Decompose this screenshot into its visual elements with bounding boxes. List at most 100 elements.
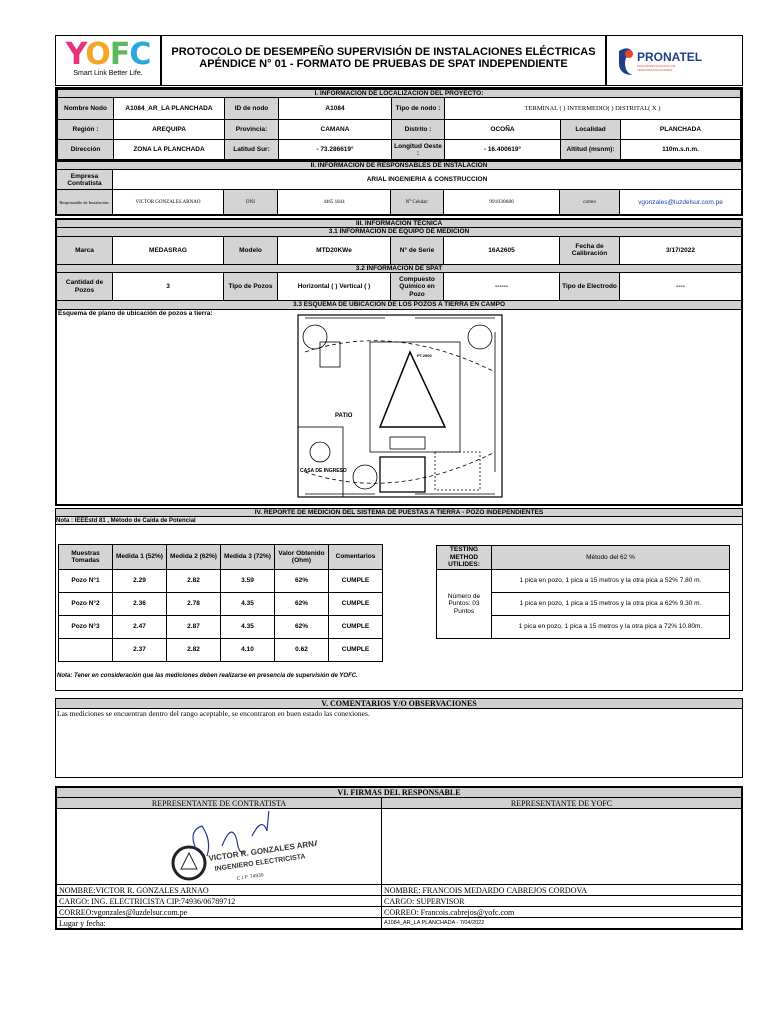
label: Marca — [56, 235, 113, 265]
pronatel-subtitle: PROGRAMA NACIONAL DE TELECOMUNICACIONES — [637, 63, 676, 72]
cell: 2.87 — [166, 615, 221, 639]
document-title: PROTOCOLO DE DESEMPEÑO SUPERVISIÓN DE IN… — [161, 35, 606, 86]
column-header: Muestras Tomadas — [58, 544, 113, 570]
measurements-table: Muestras Tomadas Medida 1 (52%) Medida 2 (… — [58, 544, 383, 662]
esquema-label: Esquema de plano de ubicación de pozos a… — [58, 309, 213, 317]
column-header: Medida 3 (72%) — [220, 544, 275, 570]
column-header: Medida 2 (62%) — [166, 544, 221, 570]
column-header: Comentarios — [328, 544, 383, 570]
label: Cantidad de Pozos — [56, 272, 113, 302]
section-firmas: VI. FIRMAS DEL RESPONSABLE REPRESENTANTE… — [55, 786, 743, 931]
section-title: II. INFORMACIÓN DE RESPONSABLES DE INSTA… — [56, 160, 742, 171]
signature-area-contratista: VICTOR R. GONZALES ARNAO INGENIERO ELECT… — [56, 808, 382, 886]
cell: 2.47 — [112, 615, 167, 639]
cell: CUMPLE — [328, 615, 383, 639]
label: Tipo de nodo : — [391, 97, 445, 121]
label: N° de Serie — [390, 235, 444, 265]
subsection-title: 3.3 ESQUEMA DE UBICACION DE LOS POZOS A … — [56, 300, 742, 310]
fecha-calibracion-value: 3/17/2022 — [619, 235, 742, 265]
celular-value: 991030686 — [443, 189, 560, 216]
yofc-header: REPRESENTANTE DE YOFC — [381, 797, 742, 810]
cell: 4.35 — [220, 615, 275, 639]
label: Región : — [57, 119, 114, 141]
method-row: 1 pica en pozo, 1 pica a 15 metros y la … — [491, 592, 730, 616]
method-row: 1 pica en pozo, 1 pica a 15 metros y la … — [491, 615, 730, 639]
table-row: Pozo N°1 2.29 2.82 3.59 62% CUMPLE — [58, 569, 383, 593]
pronatel-bird-icon — [619, 47, 633, 75]
cell: 2.82 — [166, 569, 221, 593]
nota-supervision: Nota: Tener en consideración que las med… — [57, 673, 358, 679]
table-row: Pozo N°3 2.47 2.87 4.35 62% CUMPLE — [58, 615, 383, 639]
yofc-tagline: Smart Link Better Life. — [73, 70, 143, 77]
cell: 62% — [274, 592, 329, 616]
cell: 2.29 — [112, 569, 167, 593]
label: Localidad — [560, 119, 621, 141]
cell: CUMPLE — [328, 638, 383, 662]
column-header: TESTING METHOD UTILIDES: — [436, 545, 492, 570]
section-title: III. INFORMACIÓN TÉCNICA — [56, 218, 742, 229]
label: DNI — [223, 189, 278, 216]
section-title: VI. FIRMAS DEL RESPONSABLE — [56, 786, 742, 799]
cell: 4.35 — [220, 592, 275, 616]
cell: Pozo N°2 — [58, 592, 113, 616]
title-line-2: APÉNDICE N° 01 - FORMATO DE PRUEBAS DE S… — [199, 58, 568, 70]
yofc-logo: YOFC Smart Link Better Life. — [55, 35, 161, 86]
numero-puntos: Número de Puntos: 03 Puntos — [436, 569, 492, 639]
empresa-value: ARIAL INGENIERIA & CONSTRUCCION — [112, 169, 742, 191]
nombre-nodo-value: A1084_AR_LA PLANCHADA — [113, 97, 225, 121]
serie-value: 16A2605 — [443, 235, 560, 265]
tipo-nodo-value: TERMINAL ( ) INTERMEDIO( ) DISTRITAL( X … — [444, 97, 741, 121]
label: Provincia: — [224, 119, 279, 141]
contratista-header: REPRESENTANTE DE CONTRATISTA — [56, 797, 382, 810]
contratista-correo: CORREO:vgonzales@luzdelsur.com.pe — [56, 906, 382, 919]
provincia-value: CAMANA — [278, 119, 392, 141]
contratista-cargo: CARGO: ING. ELECTRICISTA CIP:74936/06789… — [56, 895, 382, 908]
method-row: 1 pica en pozo, 1 pica a 15 metros y la … — [491, 569, 730, 593]
section-tecnica: III. INFORMACIÓN TÉCNICA 3.1 INFORMACIÓN… — [55, 218, 743, 506]
label: Latitud Sur: — [224, 139, 279, 161]
label: N° Celular: — [390, 189, 444, 216]
column-header: Método del 62 % — [491, 545, 730, 570]
tipo-pozo-value: Horizontal ( ) Vertical ( ) — [277, 272, 391, 302]
table-row: 2.37 2.82 4.10 0.62 CUMPLE — [58, 638, 383, 662]
section-title: V. COMENTARIOS Y/O OBSERVACIONES — [56, 699, 742, 709]
label: Compuesto Químico en Pozo — [390, 272, 444, 302]
method-table: TESTING METHOD UTILIDES: Método del 62 % … — [436, 545, 730, 639]
compuesto-value: ------ — [443, 272, 560, 302]
cell: Pozo N°1 — [58, 569, 113, 593]
responsable-value: VICTOR GONZALES ARNAO — [112, 189, 224, 216]
pronatel-name: PRONATEL — [637, 49, 703, 64]
column-header: Medida 1 (52%) — [112, 544, 167, 570]
yofc-correo: CORREO: Francois.cabrejos@yofc.com — [381, 906, 742, 919]
cell — [58, 638, 113, 662]
altitud-value: 110m.s.n.m. — [620, 139, 741, 161]
signature-stamp-image: VICTOR R. GONZALES ARNAO INGENIERO ELECT… — [171, 811, 317, 882]
cell: 62% — [274, 569, 329, 593]
plan-label-tower: PT.2900 — [417, 353, 432, 358]
label: Tipo de Electrodo — [559, 272, 620, 302]
correo-link[interactable]: vgonzales@luzdelsur.com.pe — [638, 198, 723, 206]
plan-label-patio: PATIO — [335, 413, 353, 419]
nota-metodo: Nota : IEEEstd 81 , Método de Caída de P… — [56, 517, 742, 525]
cell: Pozo N°3 — [58, 615, 113, 639]
cell: 2.36 — [112, 592, 167, 616]
region-value: AREQUIPA — [113, 119, 225, 141]
subsection-title: 3.1 INFORMACIÓN DE EQUIPO DE MEDICIÓN — [56, 227, 742, 237]
cell: 2.82 — [166, 638, 221, 662]
latitud-value: - 73.286619° — [278, 139, 392, 161]
section-title: I. INFORMACIÓN DE LOCALIZACIÓN DEL PROYE… — [57, 88, 741, 99]
plan-label-casa: CASA DE INGRESO — [300, 468, 347, 474]
label: Tipo de Pozos — [223, 272, 278, 302]
lugar-fecha-label: Lugar y fecha: — [56, 917, 382, 930]
distrito-value: OCOÑA — [444, 119, 561, 141]
title-line-1: PROTOCOLO DE DESEMPEÑO SUPERVISIÓN DE IN… — [171, 46, 596, 58]
label: Altitud (msnm): — [560, 139, 621, 161]
cell: 3.59 — [220, 569, 275, 593]
cell: CUMPLE — [328, 569, 383, 593]
cantidad-pozos-value: 3 — [112, 272, 224, 302]
direccion-value: ZONA LA PLANCHADA — [113, 139, 225, 161]
svg-text:C.I.P. 74936: C.I.P. 74936 — [236, 872, 264, 882]
dni-value: 4465 1844 — [277, 189, 391, 216]
section-localizacion: I. INFORMACIÓN DE LOCALIZACIÓN DEL PROYE… — [55, 87, 743, 163]
column-header: Valor Obtenido (Ohm) — [274, 544, 329, 570]
